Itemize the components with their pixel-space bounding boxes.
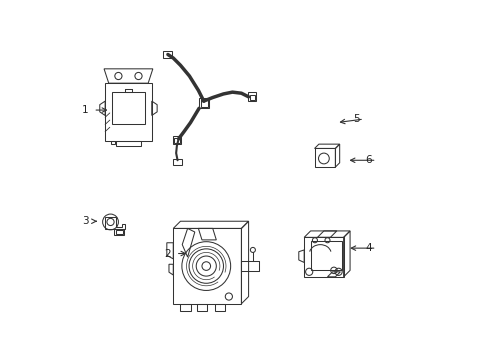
Text: 3: 3 <box>82 216 89 226</box>
Text: 1: 1 <box>82 105 89 115</box>
Text: 6: 6 <box>366 155 372 165</box>
Text: 4: 4 <box>366 243 372 253</box>
Text: 2: 2 <box>165 248 171 258</box>
Text: 5: 5 <box>353 114 360 124</box>
